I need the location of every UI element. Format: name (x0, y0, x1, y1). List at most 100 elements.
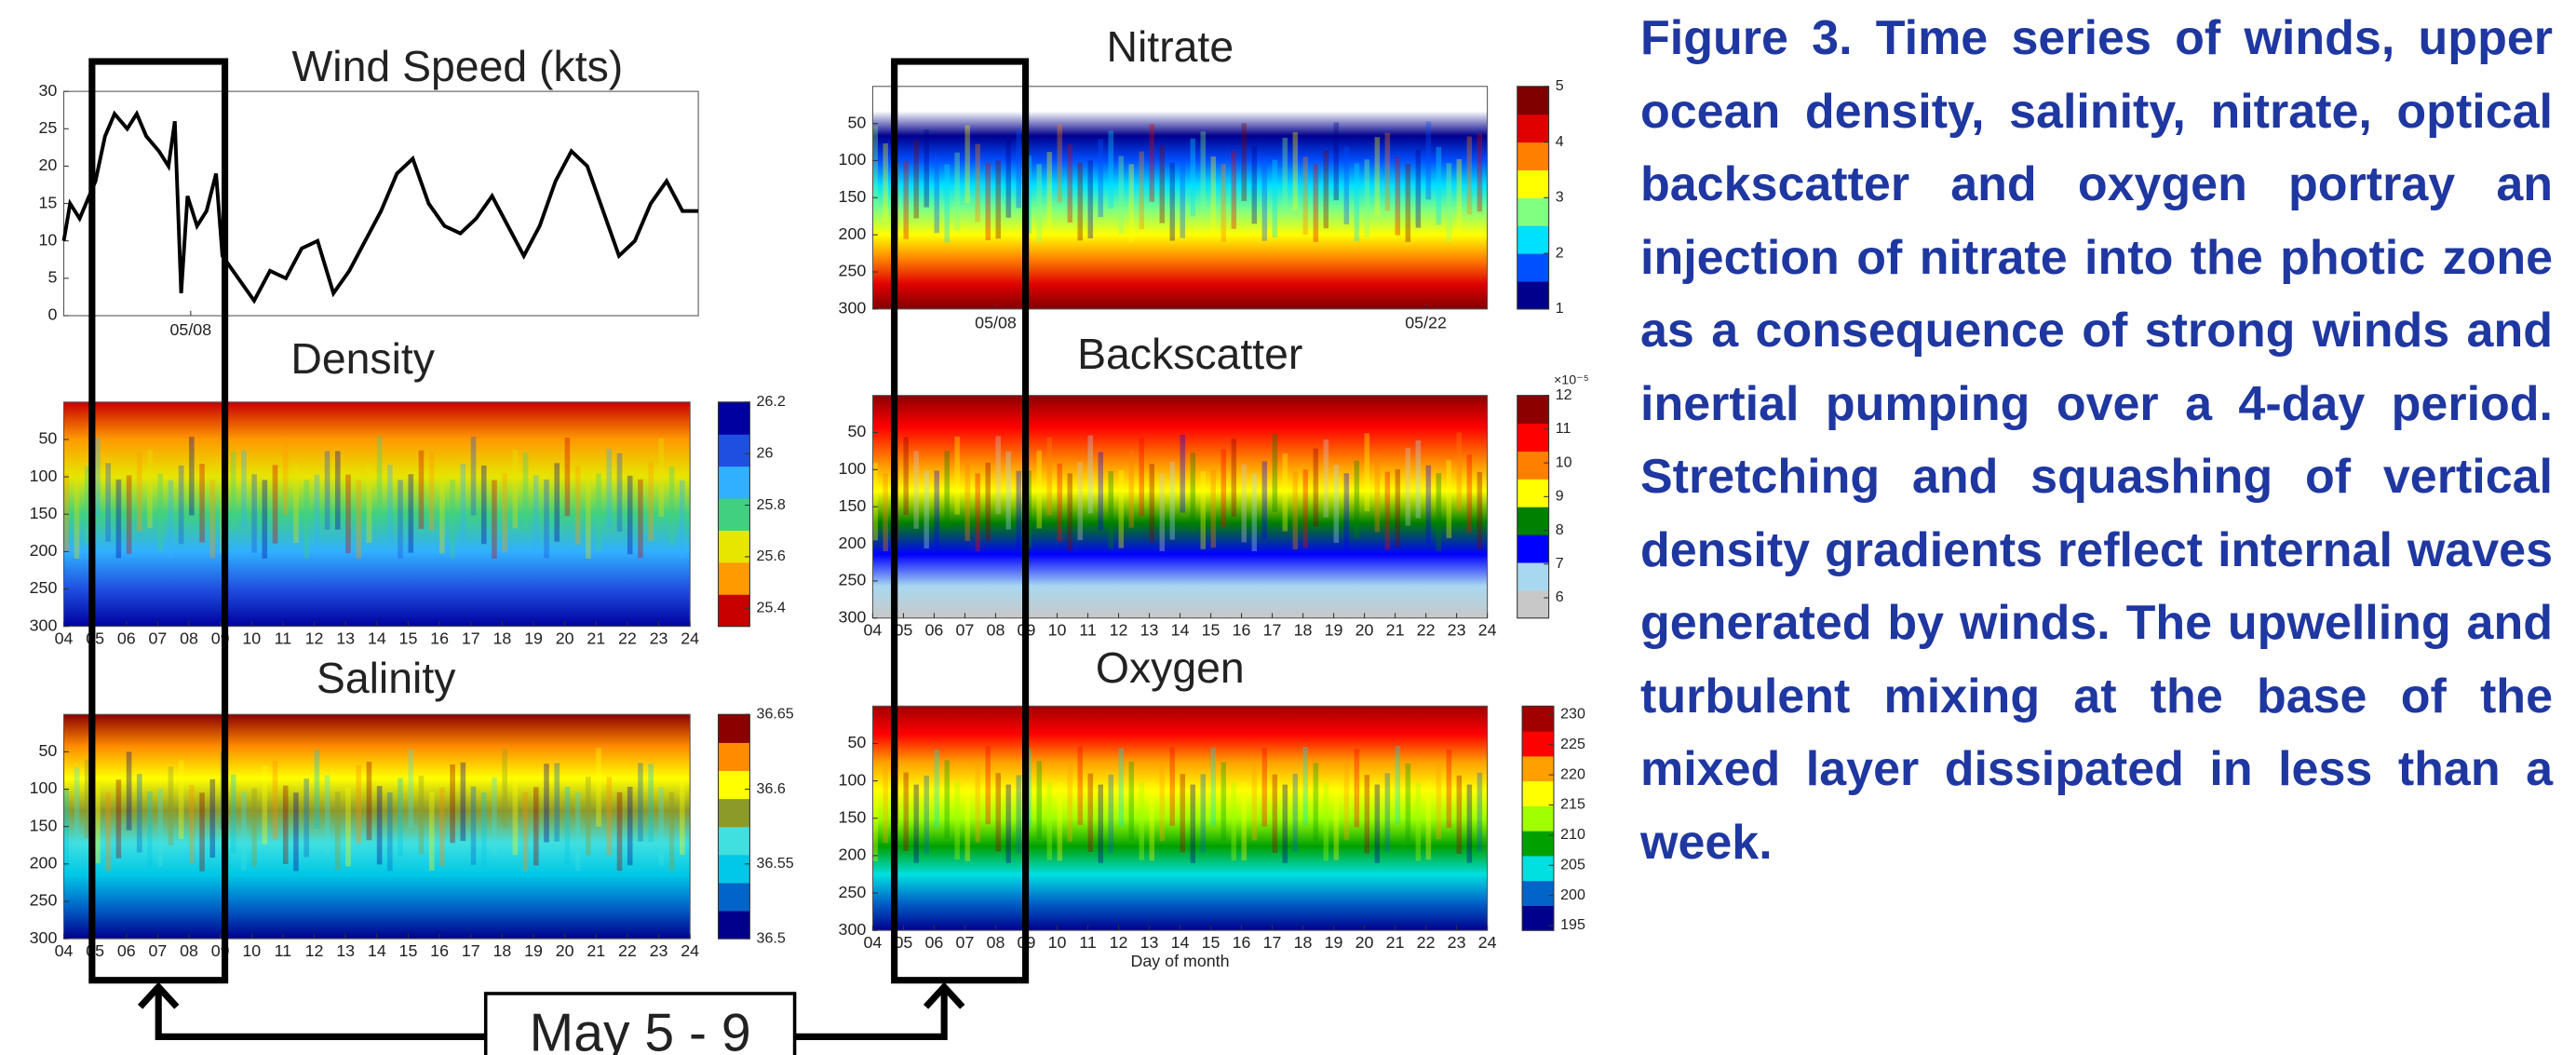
heatmap-texture (924, 470, 929, 549)
colorbar-segment (1522, 731, 1554, 757)
colorbar-tick-label: 26.2 (757, 393, 786, 410)
heatmap-texture (1282, 784, 1288, 863)
heatmap-texture (985, 745, 991, 825)
x-tick-label: 18 (492, 629, 511, 648)
heatmap-texture (1364, 433, 1370, 511)
colorbar-frame (717, 713, 750, 940)
arrow-head (137, 981, 180, 1009)
heatmap-texture (944, 760, 950, 839)
heatmap-texture (1251, 473, 1258, 551)
heatmap-texture (1077, 746, 1083, 825)
y-tick-label: 10 (39, 230, 58, 249)
heatmap-texture (1425, 121, 1432, 200)
heatmap-texture (1446, 163, 1452, 242)
heatmap-texture (480, 791, 487, 872)
heatmap-texture (522, 791, 529, 872)
x-tick-label: 24 (1478, 621, 1497, 640)
heatmap-texture (230, 452, 236, 531)
heatmap-texture (272, 761, 278, 840)
x-tick-label: 23 (650, 941, 668, 960)
x-tick-label: 10 (1048, 933, 1067, 952)
heatmap-texture (1313, 448, 1319, 527)
colorbar-tick-label: 220 (1560, 765, 1585, 782)
heatmap-texture (1190, 138, 1196, 217)
heatmap-texture (324, 451, 330, 530)
panel-title: Oxygen (1096, 643, 1245, 692)
x-tick-label: 08 (180, 629, 198, 648)
heatmap-texture (1057, 124, 1062, 203)
y-tick-label: 50 (39, 741, 58, 760)
heatmap-texture (136, 452, 142, 532)
heatmap-texture (450, 480, 455, 559)
x-tick-label: 20 (556, 629, 574, 648)
colorbar-frame (1517, 395, 1550, 619)
colorbar-segment (718, 882, 750, 912)
heatmap-texture (934, 470, 939, 549)
x-tick-label: 07 (148, 629, 167, 648)
panel-title: Density (290, 334, 435, 383)
heatmap-texture (1026, 470, 1032, 548)
heatmap-texture (418, 450, 425, 529)
heatmap-texture (574, 791, 581, 872)
panel-title: Nitrate (1107, 22, 1234, 71)
heatmap-texture (303, 778, 309, 858)
heatmap-texture (428, 452, 435, 531)
x-tick-label: 05/08 (170, 320, 212, 339)
heatmap-texture (1343, 146, 1350, 224)
heatmap-texture (554, 763, 560, 842)
heatmap-texture (574, 466, 581, 545)
colorbar-segment (718, 561, 750, 595)
x-tick-label: 17 (462, 629, 480, 648)
x-tick-label: 19 (524, 629, 543, 648)
heatmap-texture (439, 475, 445, 554)
y-tick-label: 5 (47, 268, 57, 287)
heatmap-texture (251, 474, 257, 553)
colorbar-segment (1517, 589, 1549, 619)
heatmap-texture (1466, 454, 1473, 533)
heatmap-texture (1128, 761, 1135, 841)
y-tick-label: 200 (839, 224, 867, 243)
plots: Wind Speed (kts)05101520253005/08Density… (30, 22, 1589, 970)
heatmap-texture (995, 773, 1001, 852)
y-tick-label: 30 (39, 81, 58, 100)
colorbar-tick-label: 3 (1556, 189, 1564, 206)
heatmap-texture (934, 750, 939, 829)
heatmap-texture (1302, 469, 1309, 548)
colorbar-tick-label: 36.65 (757, 705, 794, 722)
x-tick-label: 19 (1325, 621, 1343, 640)
heatmap-texture (428, 791, 435, 871)
heatmap (63, 714, 691, 940)
heatmap-texture (1456, 432, 1463, 511)
heatmap-texture (1087, 160, 1093, 238)
x-tick-label: 16 (430, 941, 449, 960)
heatmap-texture (126, 475, 132, 554)
heatmap-texture (1221, 164, 1227, 242)
heatmap-texture (1139, 151, 1145, 230)
x-tick-label: 04 (55, 629, 74, 648)
heatmap-texture (1149, 464, 1155, 542)
heatmap-texture (460, 762, 466, 842)
y-tick-label: 150 (839, 496, 867, 515)
x-tick-label: 12 (305, 629, 324, 648)
heatmap-texture (157, 473, 164, 553)
heatmap-texture (1477, 133, 1483, 212)
heatmap-texture (1436, 146, 1442, 225)
heatmap-texture (954, 436, 960, 515)
heatmap-texture (1159, 762, 1166, 842)
y-tick-label: 250 (839, 571, 867, 589)
colorbar-tick-label: 25.8 (757, 496, 786, 513)
colorbar-segment (1517, 86, 1549, 115)
heatmap-texture (1364, 775, 1370, 854)
colorbar-tick-label: 10 (1556, 453, 1572, 470)
heatmap-texture (1374, 137, 1381, 215)
x-tick-label: 10 (1048, 621, 1067, 640)
heatmap-texture (418, 776, 425, 855)
heatmap-texture (1446, 749, 1452, 829)
x-tick-label: 07 (956, 621, 975, 640)
heatmap-texture (1108, 774, 1114, 854)
x-tick-label: 15 (1202, 933, 1221, 952)
heatmap-texture (668, 791, 675, 871)
heatmap-texture (533, 787, 539, 866)
heatmap-texture (964, 463, 970, 541)
heatmap-texture (627, 786, 633, 866)
